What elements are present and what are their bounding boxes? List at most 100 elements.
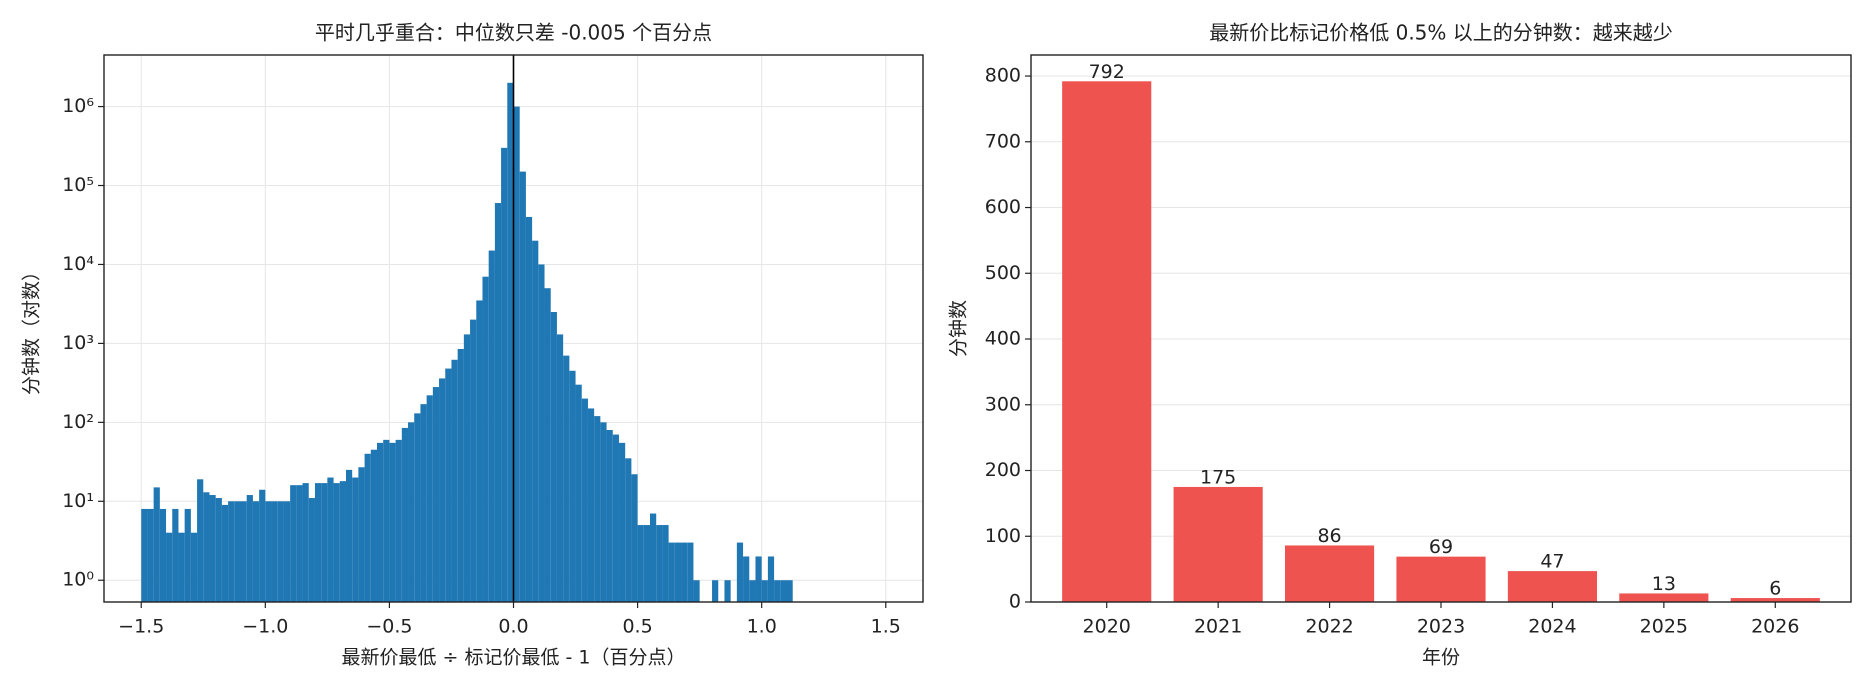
x-tick-label: 2025 xyxy=(1640,616,1688,638)
x-tick-label: 2021 xyxy=(1194,616,1242,638)
histogram-bar xyxy=(271,501,278,602)
y-axis-label: 分钟数（对数） xyxy=(21,262,43,395)
value-label: 69 xyxy=(1429,536,1453,558)
y-tick-label: 10³ xyxy=(62,332,94,354)
histogram-bar xyxy=(147,508,154,602)
histogram-bar xyxy=(352,477,359,602)
x-tick-label: −1.0 xyxy=(242,616,288,638)
y-tick-label: 10⁴ xyxy=(62,253,94,275)
histogram-bar xyxy=(606,429,613,602)
histogram-bar xyxy=(563,355,570,602)
histogram-bar xyxy=(420,404,427,602)
y-tick-label: 100 xyxy=(985,525,1021,547)
histogram-bar xyxy=(525,216,533,602)
histogram-bar xyxy=(401,427,409,602)
histogram-bar xyxy=(637,525,644,602)
histogram-bar xyxy=(308,498,315,602)
histogram-bar xyxy=(749,580,756,602)
histogram-bar xyxy=(302,483,309,602)
histogram-bar xyxy=(519,171,526,602)
histogram-bar xyxy=(327,477,334,602)
histogram-bar xyxy=(314,483,322,602)
chart-title: 最新价比标记价格低 0.5% 以上的分钟数：越来越少 xyxy=(1209,21,1673,45)
histogram-bar xyxy=(197,479,204,602)
value-label: 47 xyxy=(1540,551,1564,573)
histogram-bar xyxy=(246,495,253,602)
histogram-bar xyxy=(476,300,483,602)
histogram-bar xyxy=(451,359,458,602)
histogram-bar xyxy=(544,288,551,602)
histogram-bar xyxy=(712,580,719,602)
histogram-bar xyxy=(494,203,502,602)
x-tick-label: 0.5 xyxy=(622,616,652,638)
histogram-bar xyxy=(643,525,650,602)
y-tick-label: 10¹ xyxy=(62,490,94,512)
y-tick-label: 500 xyxy=(985,262,1021,284)
histogram-bar xyxy=(736,542,744,602)
histogram-bar xyxy=(780,580,787,602)
histogram-bar xyxy=(283,501,291,602)
histogram-bar xyxy=(625,458,632,602)
histogram-bar xyxy=(426,395,433,602)
value-label: 86 xyxy=(1317,525,1341,547)
y-tick-label: 600 xyxy=(985,196,1021,218)
y-tick-label: 800 xyxy=(985,65,1021,87)
x-tick-label: 0.0 xyxy=(498,616,528,638)
histogram-bar xyxy=(395,439,402,602)
histogram-bar xyxy=(650,513,657,602)
histogram-bar xyxy=(215,498,222,602)
histogram-bar xyxy=(724,580,731,602)
histogram-bar xyxy=(389,442,396,602)
bar xyxy=(1396,556,1486,602)
histogram-bar xyxy=(383,439,390,602)
plot-frame xyxy=(103,54,924,603)
histogram-bar xyxy=(513,106,520,603)
x-axis-label: 年份 xyxy=(1422,647,1460,669)
y-tick-label: 0 xyxy=(1009,591,1021,613)
histogram-bar xyxy=(681,542,688,602)
histogram-bar xyxy=(767,556,775,602)
histogram-bar xyxy=(612,434,619,602)
histogram-bar xyxy=(234,501,241,602)
histogram-bar xyxy=(618,442,626,602)
histogram-bar xyxy=(377,442,384,602)
histogram-bar xyxy=(569,370,576,602)
histogram-bar xyxy=(153,487,160,602)
histogram-bar xyxy=(439,378,446,602)
histogram-bar xyxy=(594,416,601,602)
x-tick-label: 1.5 xyxy=(871,616,901,638)
histogram-bar xyxy=(321,483,328,602)
histogram-bar xyxy=(141,508,148,602)
histogram-bar xyxy=(587,408,595,602)
histogram-bar xyxy=(743,556,750,602)
histogram-bar xyxy=(203,492,210,602)
histogram-bar xyxy=(358,467,365,602)
value-label: 6 xyxy=(1769,578,1781,600)
x-tick-label: 2022 xyxy=(1305,616,1353,638)
bar xyxy=(1619,593,1709,602)
x-tick-label: −0.5 xyxy=(366,616,412,638)
histogram-bar xyxy=(674,542,682,602)
y-tick-label: 700 xyxy=(985,130,1021,152)
histogram-bar xyxy=(470,319,477,602)
histogram-bar xyxy=(482,276,489,602)
value-label: 13 xyxy=(1652,573,1676,595)
histogram-bar xyxy=(687,542,694,602)
histogram-bar xyxy=(774,580,781,602)
histogram-bar xyxy=(228,501,235,602)
histogram-bar xyxy=(656,525,663,602)
histogram-bar xyxy=(172,508,179,602)
y-tick-label: 10² xyxy=(62,411,94,433)
value-label: 175 xyxy=(1200,466,1236,488)
bar xyxy=(1730,598,1820,602)
bar xyxy=(1062,81,1152,602)
histogram-bar xyxy=(345,469,353,602)
histogram-bar xyxy=(265,501,272,602)
histogram-bar xyxy=(556,334,564,602)
plot-frame xyxy=(1030,54,1852,603)
histogram-bar xyxy=(457,348,464,602)
y-axis-label: 分钟数 xyxy=(948,300,970,357)
histogram-bar xyxy=(538,264,545,602)
bar xyxy=(1173,486,1263,602)
